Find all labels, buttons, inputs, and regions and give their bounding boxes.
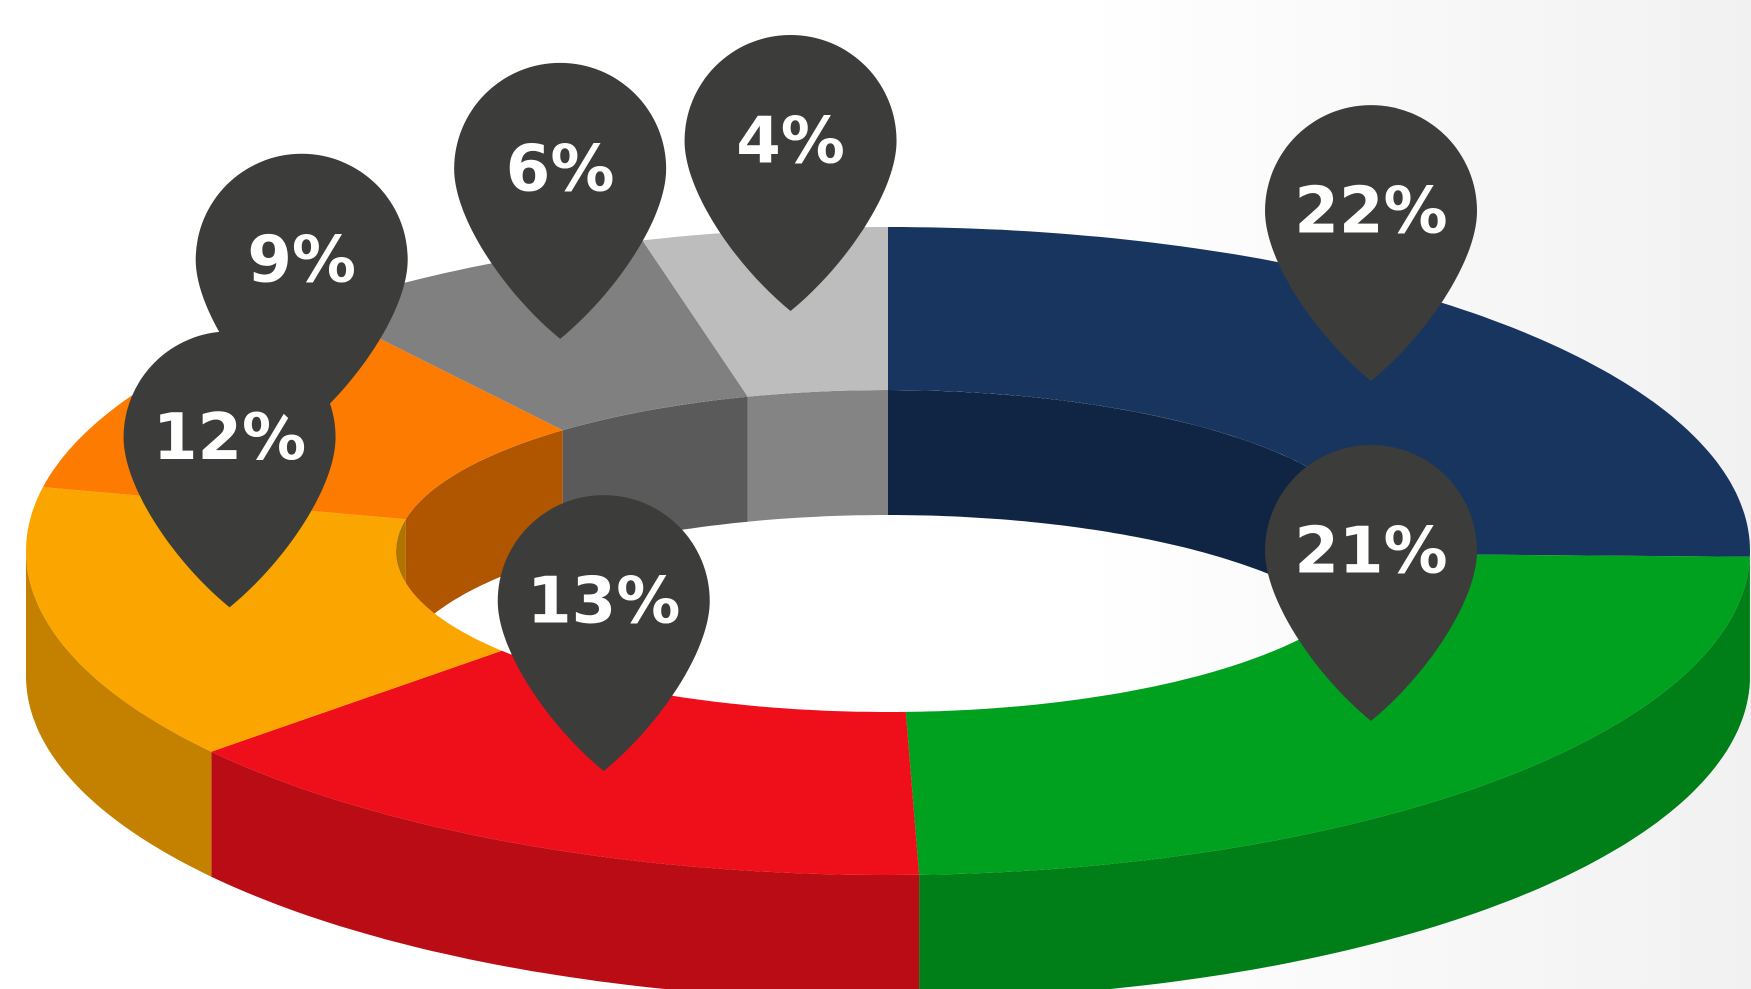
slice — [26, 487, 502, 752]
pin-shape — [454, 62, 667, 339]
pin-shape — [1265, 105, 1478, 382]
pins: 22% 21% 13% 12% 9% 6% 4% — [123, 34, 1478, 772]
slice-inner-side — [747, 390, 888, 522]
slice-side — [919, 556, 1750, 989]
slice — [905, 553, 1750, 875]
pin: 21% — [1265, 444, 1478, 721]
slice — [888, 227, 1750, 557]
pin-shape — [497, 495, 710, 772]
data-label: 22% — [1294, 175, 1447, 249]
slice — [211, 650, 920, 875]
pin-shape — [195, 153, 408, 430]
slice-inner-side — [405, 430, 563, 645]
slice — [318, 240, 748, 431]
pin-shape — [1265, 444, 1478, 721]
data-label: 13% — [527, 565, 680, 639]
pin: 4% — [684, 34, 897, 312]
slice-side — [211, 751, 920, 989]
slice-inner-side — [888, 390, 1380, 676]
data-label: 21% — [1294, 514, 1447, 588]
pin: 6% — [454, 62, 667, 339]
pin: 13% — [497, 495, 710, 772]
data-label: 6% — [506, 132, 615, 206]
top-faces — [26, 227, 1750, 875]
pin: 22% — [1265, 105, 1478, 382]
data-label: 4% — [736, 105, 845, 179]
outer-walls — [26, 551, 1750, 989]
data-label: 9% — [247, 223, 356, 297]
pin: 9% — [195, 153, 408, 430]
data-label: 12% — [153, 401, 306, 475]
pin-shape — [684, 34, 897, 312]
slice-side — [26, 551, 212, 877]
